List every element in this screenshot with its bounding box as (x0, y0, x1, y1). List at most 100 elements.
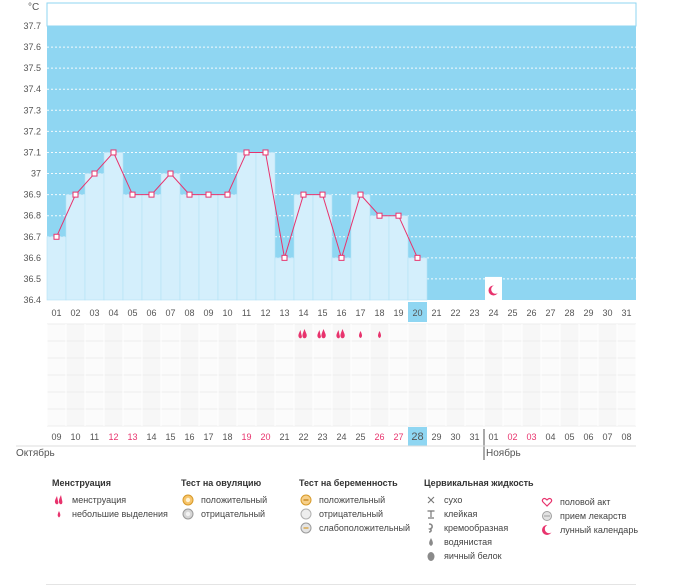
temperature-bar (160, 173, 181, 301)
cycle-day-label: 26 (526, 308, 536, 318)
y-tick-label: 36.8 (23, 211, 41, 221)
legend-item-egg-white[interactable]: яичный белок (424, 549, 534, 563)
legend-cervical: Цервикальная жидкость сухо клейкая кремо… (424, 478, 534, 563)
menstruation-drop (340, 329, 345, 339)
legend-item-sticky[interactable]: клейкая (424, 507, 534, 521)
temperature-point (319, 191, 326, 198)
temperature-bar (350, 194, 371, 301)
calendar-date-label: 15 (165, 432, 175, 442)
cycle-day-label: 17 (355, 308, 365, 318)
calendar-date-label: 08 (621, 432, 631, 442)
calendar-date-label: 25 (355, 432, 365, 442)
legend-label: лунный календарь (560, 525, 639, 535)
calendar-date-label: 27 (393, 432, 403, 442)
temperature-bar (46, 236, 67, 301)
legend-item-pregnancy-weak[interactable]: слабоположительный (299, 521, 410, 535)
calendar-date-label: 11 (90, 432, 99, 442)
pregnancy-negative-icon (299, 508, 313, 520)
calendar-date-label: 10 (70, 432, 80, 442)
calendar-date-label: 02 (507, 432, 517, 442)
spotting-drop (359, 331, 362, 338)
cycle-day-label: 10 (222, 308, 232, 318)
legend-item-moon[interactable]: лунный календарь (540, 523, 638, 537)
legend-item-medication[interactable]: прием лекарств (540, 509, 638, 523)
calendar-date-label: 17 (203, 432, 213, 442)
calendar-date-label: 12 (108, 432, 118, 442)
current-date-highlight (408, 427, 427, 446)
calendar-date-label: 03 (526, 432, 536, 442)
legend-item-pregnancy-positive[interactable]: положительный (299, 493, 410, 507)
pregnancy-positive-icon (299, 494, 313, 506)
cycle-day-label: 22 (450, 308, 460, 318)
y-tick-label: 37.7 (23, 21, 41, 31)
temperature-point (414, 254, 421, 261)
legend-item-ovulation-positive[interactable]: положительный (181, 493, 267, 507)
calendar-date-label: 20 (260, 432, 270, 442)
dry-cross-icon (424, 494, 438, 506)
legend-label: менструация (72, 495, 127, 505)
temperature-bar (217, 194, 238, 301)
legend-label: положительный (201, 495, 268, 505)
temperature-point (186, 191, 193, 198)
temperature-bar (122, 194, 143, 301)
y-tick-label: 36.9 (23, 190, 41, 200)
legend-item-ovulation-negative[interactable]: отрицательный (181, 507, 267, 521)
temperature-bar (331, 257, 352, 301)
calendar-date-label: 21 (279, 432, 289, 442)
temperature-bar (255, 152, 276, 301)
creamy-icon (424, 522, 438, 534)
legend-item-menstruation[interactable]: менструация (52, 493, 168, 507)
cycle-day-label: 11 (242, 308, 251, 318)
calendar-date-label: 05 (564, 432, 574, 442)
legend-bottom-divider (46, 584, 636, 585)
temperature-point (205, 191, 212, 198)
legend-item-watery[interactable]: водянистая (424, 535, 534, 549)
y-tick-label: 36.7 (23, 232, 41, 242)
current-day-highlight (408, 302, 427, 322)
calendar-date-label: 04 (545, 432, 555, 442)
cycle-day-label: 24 (488, 308, 498, 318)
legend-item-intercourse[interactable]: половой акт (540, 495, 638, 509)
bbt-chart: 37.7 37.6 37.5 37.4 37.3 37.2 37.1 37 36.9 36.8 36… (16, 2, 637, 460)
calendar-date-label: 14 (146, 432, 156, 442)
cycle-day-label: 08 (184, 308, 194, 318)
heart-icon (540, 496, 554, 508)
legend-title-cervical: Цервикальная жидкость (424, 478, 534, 488)
legend-ovulation: Тест на овуляцию положительный отрицател… (181, 478, 267, 521)
cycle-day-label: 16 (336, 308, 346, 318)
legend-label: отрицательный (201, 509, 266, 519)
temperature-point (148, 191, 155, 198)
cycle-day-label: 14 (298, 308, 308, 318)
unit-label: °C (28, 2, 39, 13)
legend-label: слабоположительный (319, 523, 411, 533)
calendar-date-label: 18 (222, 432, 232, 442)
legend-label: прием лекарств (560, 511, 627, 521)
temperature-bar (198, 194, 219, 301)
temperature-point (357, 191, 364, 198)
menstruation-drop (298, 330, 302, 339)
legend-item-spotting[interactable]: небольшие выделения (52, 507, 168, 521)
cycle-day-label: 28 (564, 308, 574, 318)
month-label-november: Ноябрь (486, 447, 521, 459)
temperature-bar (84, 173, 105, 301)
chart-top-band (46, 2, 637, 27)
calendar-date-label: 24 (336, 432, 346, 442)
legend-pregnancy: Тест на беременность положительный отриц… (299, 478, 410, 535)
temperature-point (167, 170, 174, 177)
legend-item-pregnancy-negative[interactable]: отрицательный (299, 507, 410, 521)
egg-white-icon (424, 550, 438, 562)
calendar-date-label: 30 (450, 432, 460, 442)
cycle-day-label: 12 (260, 308, 270, 318)
y-tick-label: 37 (31, 169, 41, 179)
legend-item-dry[interactable]: сухо (424, 493, 534, 507)
temperature-bar (369, 215, 390, 301)
calendar-date-label: 22 (298, 432, 308, 442)
y-tick-label: 37.3 (23, 105, 41, 115)
menstruation-drops-icon (52, 494, 66, 506)
menstruation-drop (321, 329, 326, 339)
legend-label: кремообразная (444, 523, 509, 533)
legend-item-creamy[interactable]: кремообразная (424, 521, 534, 535)
calendar-date-label: 23 (317, 432, 327, 442)
legend-label: отрицательный (319, 509, 384, 519)
cycle-day-label: 21 (431, 308, 441, 318)
